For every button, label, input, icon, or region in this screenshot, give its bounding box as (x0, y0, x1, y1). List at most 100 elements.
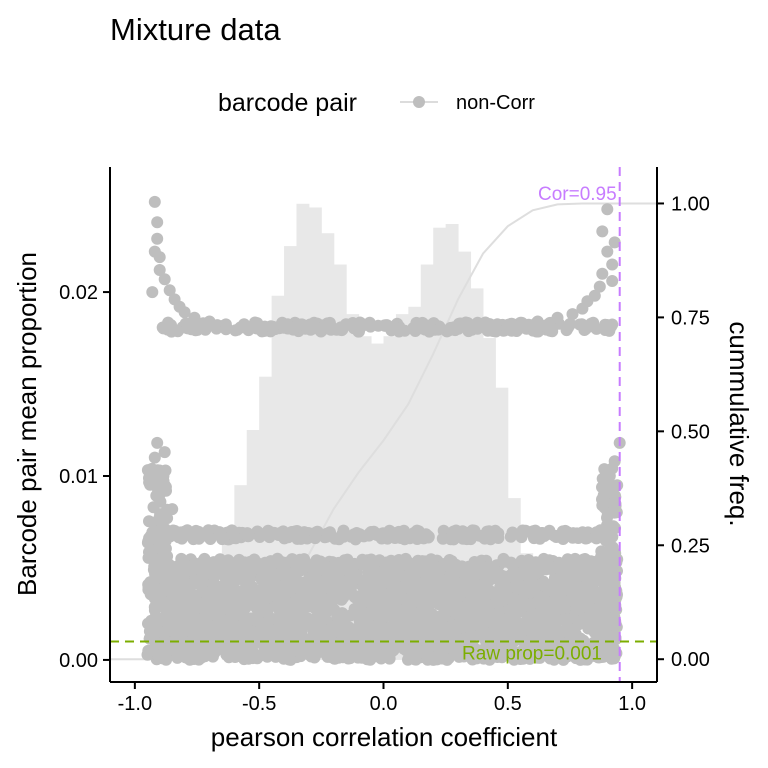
data-point (285, 526, 298, 538)
data-point (471, 561, 484, 574)
y2-axis-title: cummulative freq. (724, 321, 754, 526)
data-point (466, 611, 479, 624)
data-point (313, 582, 326, 595)
data-point (181, 322, 194, 335)
data-point (153, 251, 166, 264)
data-point (425, 629, 438, 642)
data-point (468, 643, 481, 655)
data-point (596, 267, 609, 280)
reference-lines: Cor=0.95 Raw prop=0.001 (110, 167, 657, 682)
data-point (515, 648, 528, 661)
data-point (158, 479, 171, 492)
data-point (413, 556, 426, 569)
data-point (607, 630, 620, 643)
data-point (528, 529, 540, 542)
data-point (552, 576, 565, 589)
data-point (199, 586, 211, 599)
data-point (437, 620, 450, 633)
data-point (524, 586, 537, 599)
data-point (606, 275, 619, 287)
data-point (277, 609, 290, 622)
data-point (185, 604, 198, 617)
data-point (581, 554, 594, 567)
data-point (509, 613, 522, 626)
data-point (151, 232, 164, 245)
data-point (146, 630, 159, 643)
y-tick-label: 0.02 (59, 282, 98, 304)
data-point (399, 618, 412, 631)
data-point (428, 574, 441, 586)
data-point (222, 648, 235, 661)
data-point (186, 564, 199, 577)
data-point (464, 628, 477, 641)
data-point (256, 600, 269, 613)
data-point (353, 615, 366, 627)
data-point (595, 545, 608, 558)
y2-tick-label: 0.75 (671, 307, 710, 329)
data-point (181, 524, 194, 537)
data-point (322, 624, 335, 637)
data-point (163, 284, 176, 297)
data-point (239, 561, 252, 574)
y-tick-label: 0.00 (59, 650, 98, 672)
data-point (480, 589, 493, 602)
data-point (159, 575, 172, 588)
data-point (377, 626, 389, 639)
data-point (608, 236, 621, 249)
data-point (289, 639, 302, 652)
data-point (563, 634, 576, 647)
data-point (471, 320, 484, 333)
data-point (242, 652, 255, 665)
histogram-bar (321, 233, 335, 660)
data-point (608, 455, 621, 468)
data-point (567, 527, 580, 540)
data-point (446, 637, 459, 650)
data-point (230, 608, 243, 621)
data-point (519, 560, 532, 573)
data-point (432, 323, 445, 336)
data-point (348, 568, 361, 581)
data-point (179, 577, 192, 590)
data-point (437, 606, 450, 619)
x-tick-label: 1.0 (618, 693, 646, 715)
data-point (212, 611, 224, 624)
data-point (351, 318, 364, 331)
data-point (596, 499, 609, 512)
data-point (579, 586, 592, 599)
data-point (166, 503, 179, 516)
data-point (603, 470, 616, 482)
data-point (288, 620, 301, 633)
cor-threshold-label: Cor=0.95 (538, 184, 617, 205)
data-point (274, 620, 287, 632)
raw-prop-threshold-label: Raw prop=0.001 (462, 644, 602, 665)
data-point (415, 645, 428, 658)
data-point (410, 319, 423, 332)
data-point (255, 565, 268, 577)
legend-label-non-corr: non-Corr (456, 92, 535, 114)
data-point (531, 315, 544, 328)
data-point (328, 637, 341, 650)
data-point (178, 306, 191, 319)
data-point (497, 552, 510, 565)
data-point (296, 614, 309, 627)
data-point (193, 647, 206, 660)
data-point (271, 552, 284, 565)
data-point (335, 530, 348, 542)
data-point (454, 616, 467, 629)
data-point (203, 619, 216, 632)
data-point (146, 473, 159, 486)
data-point (385, 324, 398, 337)
x-tick-label: 0.0 (370, 693, 398, 715)
data-point (541, 528, 554, 540)
data-point (385, 601, 398, 614)
data-point (601, 245, 614, 258)
data-point (596, 225, 609, 238)
data-point (410, 576, 423, 589)
data-point (249, 637, 262, 649)
data-point (243, 573, 255, 586)
data-point (536, 578, 548, 591)
data-point (145, 614, 158, 627)
data-point (231, 585, 244, 598)
data-point (360, 638, 373, 651)
data-point (312, 556, 324, 569)
